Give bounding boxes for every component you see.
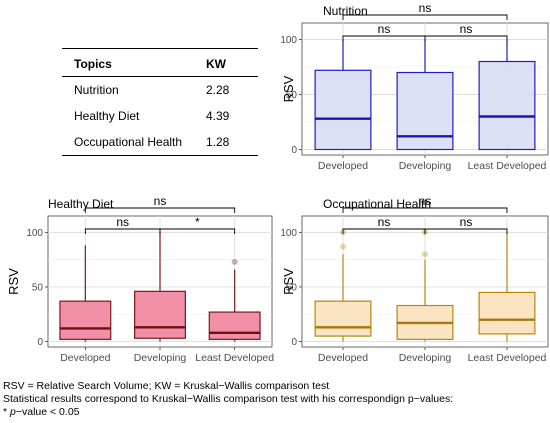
comparison-label: ns [419,194,432,208]
row-topic: Occupational Health [74,135,183,149]
comparison-label: ns [116,215,129,229]
note-star: * [3,406,11,418]
comparison-label: ns [460,215,473,229]
comparison-bracket [342,14,508,20]
y-axis-label: RSV [281,268,296,295]
x-tick-label: Developed [318,352,368,364]
row-topic: Nutrition [74,83,119,97]
header-kw: KW [206,57,226,71]
y-axis-label: RSV [281,75,296,102]
boxplot-figure: 0 50 100 RSV Nutrition Developed Developing Lea… [6,1,549,364]
comparison-label: ns [419,1,432,15]
y-axis-label: RSV [6,268,21,295]
y-tick-label: 50 [32,282,44,293]
outlier-point [340,243,346,250]
note-line-1: RSV = Relative Search Volume; KW = Krusk… [3,380,330,392]
outlier-point [231,258,238,265]
x-tick-label: Developed [60,352,110,364]
row-kw: 2.28 [206,83,230,97]
x-tick-label: Developing [399,160,452,172]
table-row: Healthy Diet 4.39 [62,103,258,129]
plot-title: Nutrition [323,4,368,18]
row-topic: Healthy Diet [74,109,140,123]
box [208,311,261,340]
y-tick-label: 100 [26,228,43,239]
x-tick-label: Least Developed [468,160,547,172]
y-tick-label: 0 [291,145,297,156]
comparison-bracket [342,207,508,213]
comparison-label: ns [154,194,167,208]
x-tick-label: Developing [134,352,187,364]
note-suffix: −value < 0.05 [15,406,80,418]
note-line-2: Statistical results correspond to Kruska… [3,393,454,405]
table-header: Topics KW [62,48,258,77]
x-tick-label: Least Developed [468,352,547,364]
box [59,300,112,340]
y-tick-label: 50 [286,90,298,101]
table-row: Nutrition 2.28 [62,77,258,103]
box [478,291,536,335]
box [314,300,372,337]
box [478,60,536,151]
comparison-bracket [84,207,236,213]
y-tick-label: 0 [37,337,43,348]
x-tick-label: Developing [399,352,452,364]
comparison-label: ns [378,215,391,229]
comparison-label: ns [378,22,391,36]
y-tick-label: 50 [286,282,298,293]
figure-notes: RSV = Relative Search Volume; KW = Krusk… [3,380,453,419]
x-tick-label: Developed [318,160,368,172]
y-tick-label: 100 [280,35,297,46]
comparison-label: ns [460,22,473,36]
kw-table: Topics KW Nutrition 2.28 Healthy Diet 4.… [62,48,258,156]
box [396,71,454,151]
table-row: Occupational Health 1.28 [62,129,258,156]
x-tick-label: Least Developed [195,352,274,364]
comparison-bracket [424,228,508,234]
comparison-bracket [424,35,508,41]
outlier-point [422,251,428,258]
plot-title: Occupational Health [323,197,431,211]
row-kw: 4.39 [206,109,230,123]
note-p: p [10,406,16,418]
box [314,69,372,151]
y-tick-label: 100 [280,228,297,239]
header-topics: Topics [74,57,112,71]
note-line-3: * p−value < 0.05 [3,406,453,419]
comparison-bracket [159,228,236,234]
plot-title: Healthy Diet [48,197,114,211]
row-kw: 1.28 [206,135,230,149]
comparison-label: * [195,215,200,229]
box [134,290,186,339]
y-tick-label: 0 [291,337,297,348]
